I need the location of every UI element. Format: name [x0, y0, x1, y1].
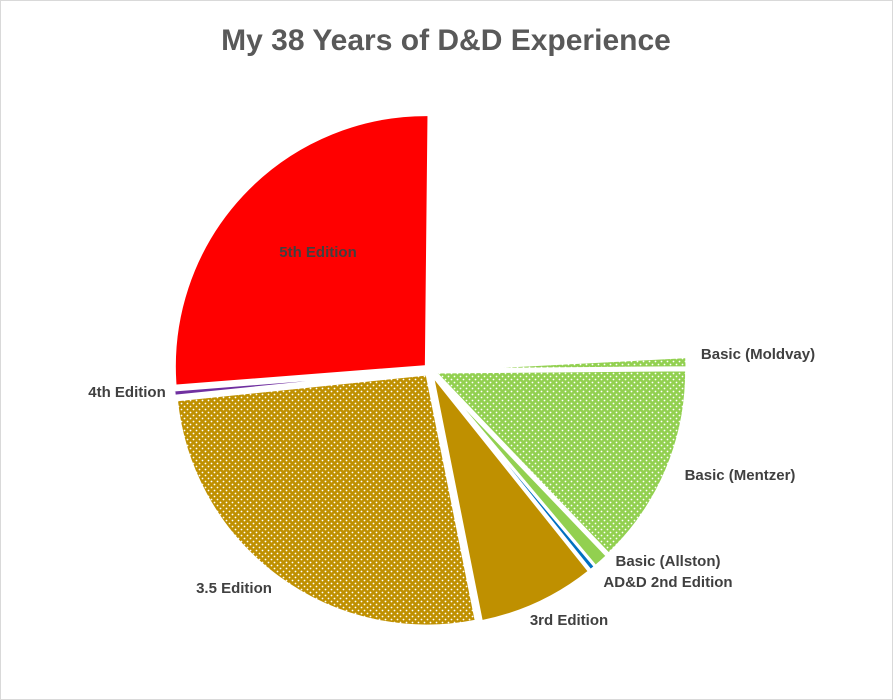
slice-label: 4th Edition [88, 384, 166, 401]
pie-slice [172, 113, 431, 388]
slice-label: Basic (Allston) [615, 553, 720, 570]
slice-label: 5th Edition [279, 244, 357, 261]
chart-title: My 38 Years of D&D Experience [221, 24, 671, 57]
pie-slice [172, 368, 426, 398]
slice-label: Basic (Moldvay) [701, 346, 815, 363]
slice-label: 3rd Edition [530, 612, 608, 629]
slice-label: 3.5 Edition [196, 580, 272, 597]
slice-label: AD&D 2nd Edition [603, 574, 732, 591]
slice-label: Basic (Mentzer) [685, 467, 796, 484]
